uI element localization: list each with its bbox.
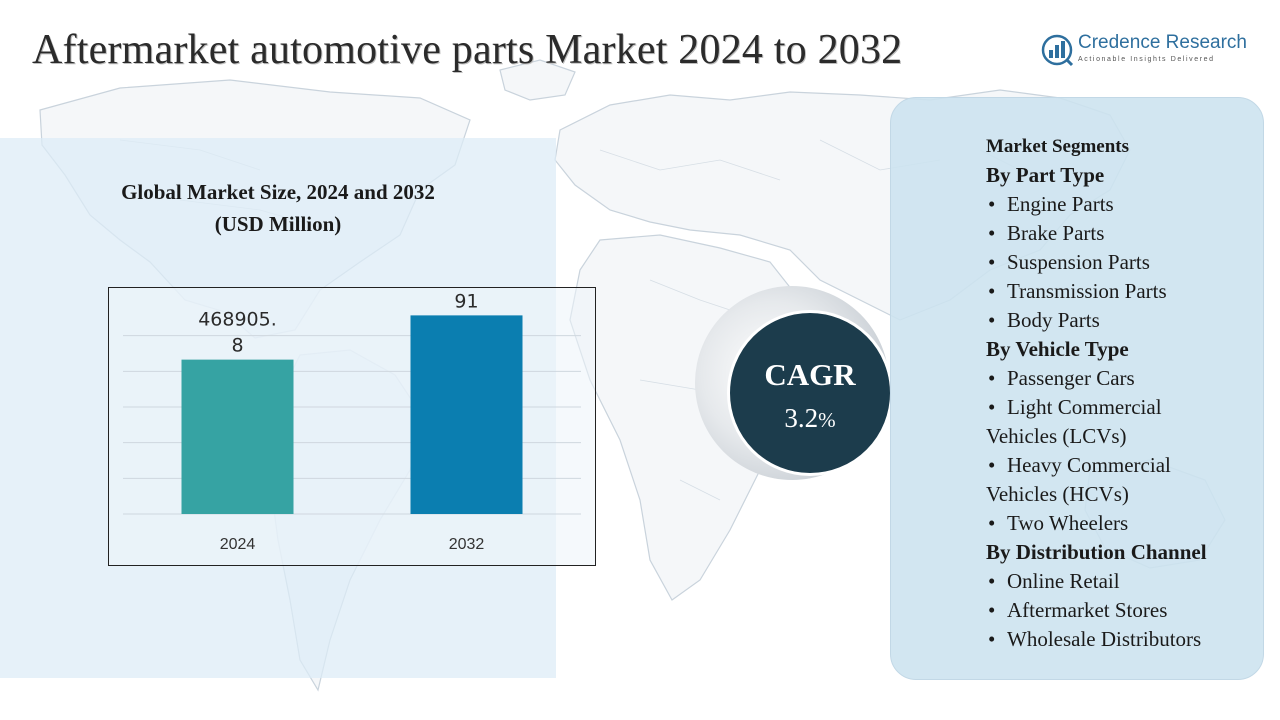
segment-item-label: Light Commercial <box>1007 395 1162 419</box>
segment-item-label: Brake Parts <box>1007 221 1105 245</box>
segment-groups: By Part Type • Engine Parts • Brake Parts • Su… <box>986 161 1256 654</box>
segment-item: • Transmission Parts <box>986 277 1256 306</box>
segments-heading: Market Segments <box>986 136 1129 157</box>
segment-item-label: Wholesale Distributors <box>1007 627 1202 651</box>
segment-item: • Suspension Parts <box>986 248 1256 277</box>
segment-group-title: By Vehicle Type <box>986 337 1129 361</box>
chart-title-line-2: (USD Million) <box>214 212 342 236</box>
logo-name: Credence Research <box>1078 32 1247 53</box>
segment-item: Vehicles (LCVs) <box>986 422 1256 451</box>
bullet-icon: • <box>988 221 996 245</box>
bar-2032 <box>410 315 523 514</box>
market-segments-list: Market Segments By Part Type • Engine Part… <box>986 133 1256 654</box>
logo-tagline: Actionable Insights Delivered <box>1078 56 1215 63</box>
segment-group-title: By Distribution Channel <box>986 540 1207 564</box>
bullet-icon: • <box>988 511 996 535</box>
x-tick-label: 2024 <box>220 536 256 553</box>
cagr-badge: CAGR 3.2% <box>727 310 893 476</box>
segment-item: • Two Wheelers <box>986 509 1256 538</box>
segment-item-label: Heavy Commercial <box>1007 453 1171 477</box>
segment-item: • Online Retail <box>986 567 1256 596</box>
bullet-icon: • <box>988 395 996 419</box>
segment-item-label: Aftermarket Stores <box>1007 598 1168 622</box>
bullet-icon: • <box>988 453 996 477</box>
bar-value-label: 8 <box>231 335 243 357</box>
bullet-icon: • <box>988 192 996 216</box>
bullet-icon: • <box>988 627 996 651</box>
segment-item: • Heavy Commercial <box>986 451 1256 480</box>
chart-title: Global Market Size, 2024 and 2032 (USD M… <box>98 176 458 240</box>
brand-logo: Credence Research Actionable Insights De… <box>1040 30 1255 70</box>
segment-item-label: Transmission Parts <box>1007 279 1167 303</box>
cagr-unit: % <box>818 408 836 432</box>
segment-item-label: Vehicles (HCVs) <box>986 482 1129 506</box>
cagr-number: 3.2 <box>784 403 819 433</box>
cagr-label: CAGR <box>764 357 856 392</box>
cagr-value: 3.2% <box>730 403 890 434</box>
segment-item-label: Body Parts <box>1007 308 1100 332</box>
segment-item-label: Two Wheelers <box>1007 511 1129 535</box>
segment-item: • Wholesale Distributors <box>986 625 1256 654</box>
bullet-icon: • <box>988 598 996 622</box>
segment-item-label: Online Retail <box>1007 569 1120 593</box>
segment-item: • Passenger Cars <box>986 364 1256 393</box>
bar-2024 <box>181 359 294 514</box>
bar-value-label: 468905. <box>198 309 277 331</box>
segment-item-label: Suspension Parts <box>1007 250 1150 274</box>
chart-title-line-1: Global Market Size, 2024 and 2032 <box>121 180 435 204</box>
bullet-icon: • <box>988 569 996 593</box>
segment-item: • Body Parts <box>986 306 1256 335</box>
x-tick-label: 2032 <box>449 536 485 553</box>
segment-item-label: Vehicles (LCVs) <box>986 424 1127 448</box>
bullet-icon: • <box>988 308 996 332</box>
segment-item: • Brake Parts <box>986 219 1256 248</box>
segment-item: • Engine Parts <box>986 190 1256 219</box>
bullet-icon: • <box>988 279 996 303</box>
bullet-icon: • <box>988 250 996 274</box>
page-title: Aftermarket automotive parts Market 2024… <box>32 27 903 73</box>
segment-item-label: Engine Parts <box>1007 192 1114 216</box>
segment-group-title: By Part Type <box>986 163 1105 187</box>
bar-value-label: 91 <box>454 290 478 312</box>
segment-item: • Light Commercial <box>986 393 1256 422</box>
segment-item: • Aftermarket Stores <box>986 596 1256 625</box>
bullet-icon: • <box>988 366 996 390</box>
segment-item: Vehicles (HCVs) <box>986 480 1256 509</box>
segment-item-label: Passenger Cars <box>1007 366 1135 390</box>
bar-chart-magnifier-icon <box>1041 34 1074 67</box>
market-segments-panel <box>890 97 1264 680</box>
